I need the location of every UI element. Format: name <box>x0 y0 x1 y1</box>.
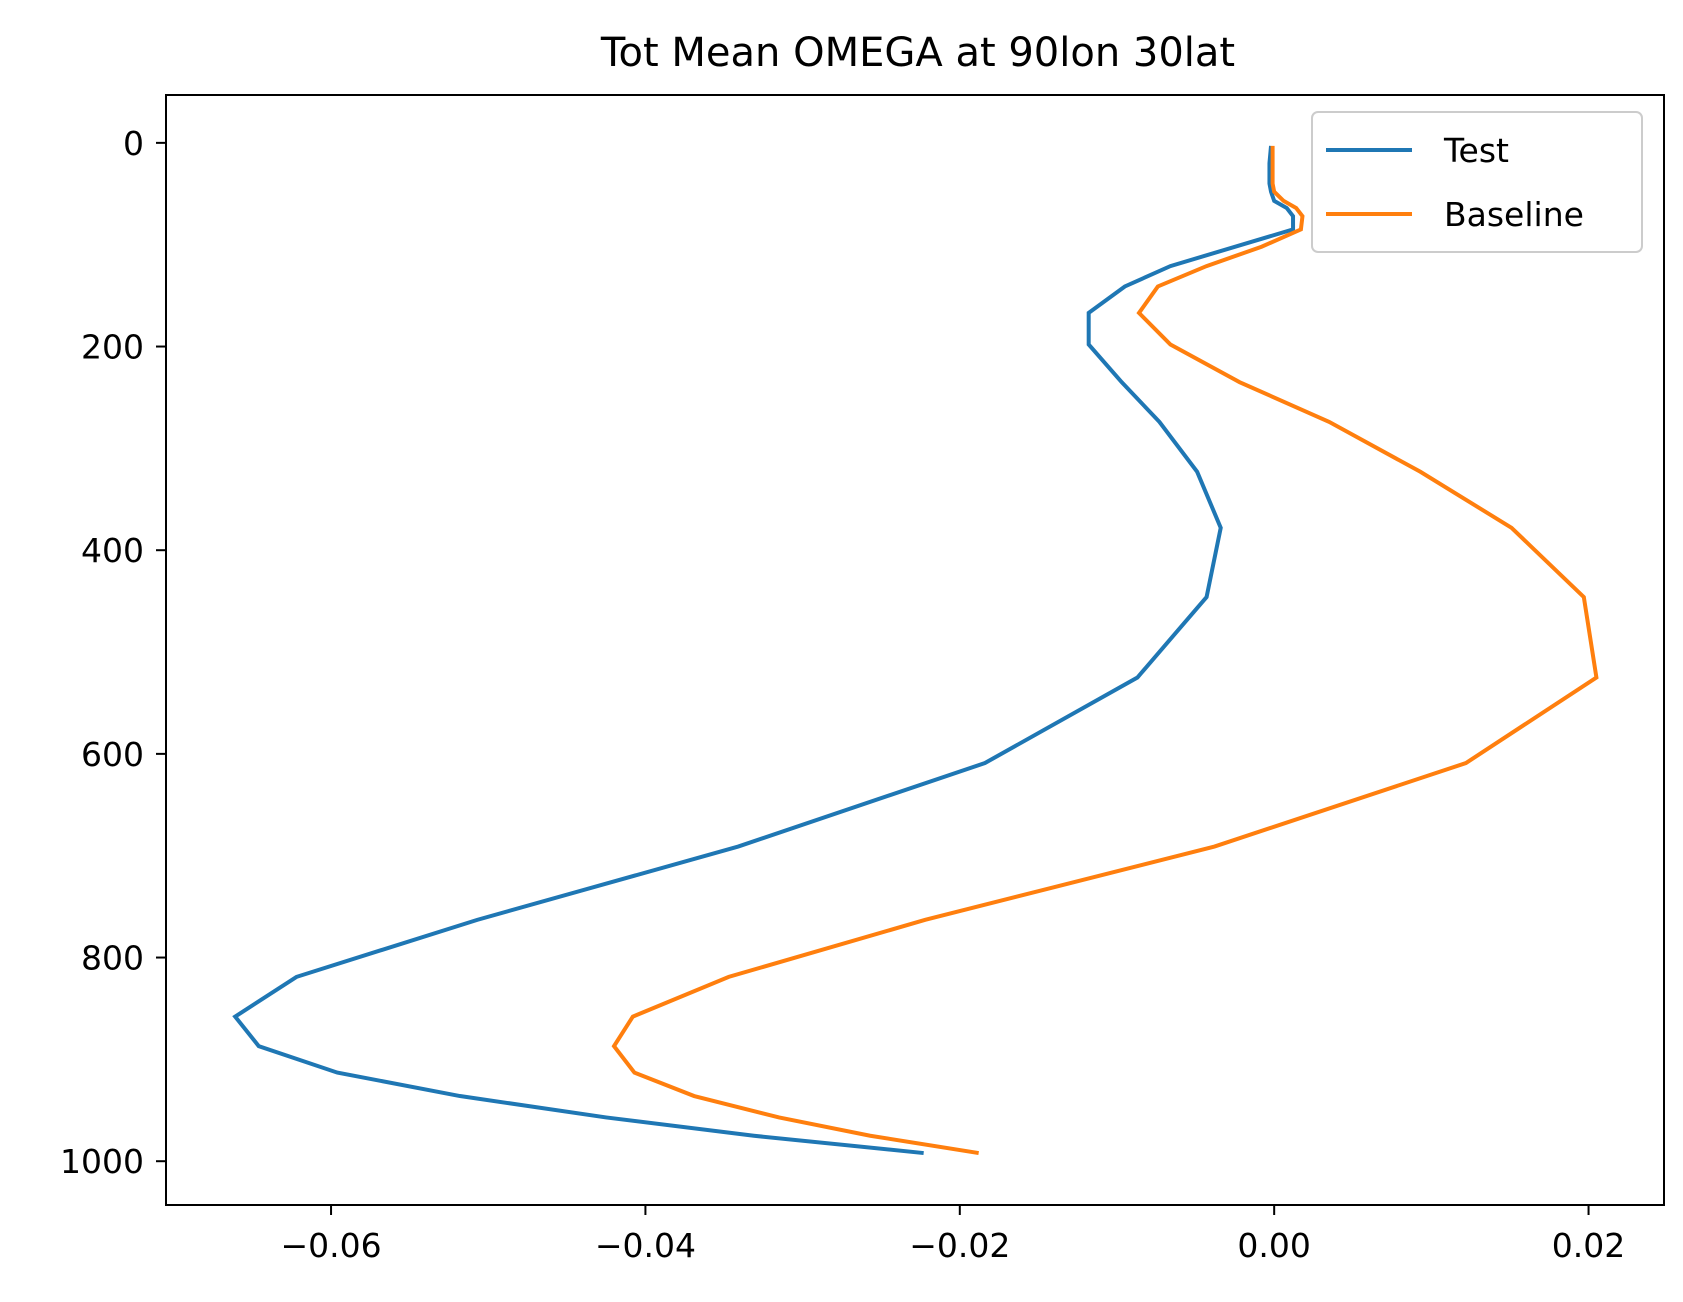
series-line-test <box>232 145 1296 1156</box>
legend-box <box>1311 111 1643 253</box>
series-line-baseline <box>611 145 1599 1156</box>
legend-label-test: Test <box>1443 131 1509 170</box>
y-tick-label: 800 <box>81 939 144 978</box>
legend: Test Baseline <box>1311 111 1643 253</box>
y-axis: 0 200 400 600 800 1000 <box>60 124 166 1181</box>
series-layer <box>232 145 1599 1156</box>
y-tick-label: 0 <box>123 124 144 163</box>
chart-title: Tot Mean OMEGA at 90lon 30lat <box>600 30 1235 76</box>
x-axis: −0.06 −0.04 −0.02 0.00 0.02 <box>280 1205 1625 1265</box>
y-tick-label: 600 <box>81 735 144 774</box>
y-tick-label: 200 <box>81 328 144 367</box>
x-tick-label: 0.00 <box>1237 1226 1310 1265</box>
y-tick-label: 1000 <box>60 1142 144 1181</box>
legend-label-baseline: Baseline <box>1444 195 1584 234</box>
plot-frame <box>165 94 1665 1206</box>
x-tick-label: 0.02 <box>1552 1226 1625 1265</box>
y-tick-label: 400 <box>81 531 144 570</box>
x-tick-label: −0.04 <box>595 1226 696 1265</box>
x-tick-label: −0.06 <box>280 1226 381 1265</box>
x-tick-label: −0.02 <box>909 1226 1010 1265</box>
